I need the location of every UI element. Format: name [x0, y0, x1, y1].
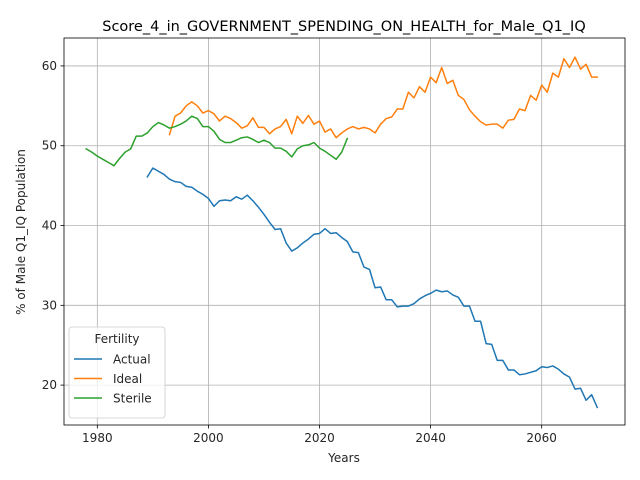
x-axis: 1980 2000 2020 2040 2060 [82, 425, 557, 445]
y-tick-label: 30 [42, 298, 57, 312]
y-tick-label: 20 [42, 378, 57, 392]
x-tick-label: 2060 [526, 431, 557, 445]
legend-entries: Actual Ideal Sterile [74, 353, 152, 406]
x-tick-label: 2040 [415, 431, 446, 445]
legend-title: Fertility [94, 332, 139, 346]
plot-frame [63, 37, 626, 426]
chart-title: Score_4_in_GOVERNMENT_SPENDING_ON_HEALTH… [102, 19, 586, 35]
y-axis: 20 30 40 50 60 [42, 59, 64, 392]
legend-entry-actual: Actual [74, 353, 151, 367]
series-line-ideal [168, 56, 598, 139]
series-line-sterile [85, 115, 349, 167]
x-axis-label: Years [327, 451, 360, 465]
x-tick-label: 2000 [193, 431, 224, 445]
legend-label: Ideal [113, 372, 142, 386]
legend-entry-sterile: Sterile [74, 392, 152, 406]
legend-entry-ideal: Ideal [74, 372, 142, 386]
series-line-actual [146, 167, 599, 409]
legend-label: Sterile [113, 392, 152, 406]
x-tick-label: 1980 [82, 431, 113, 445]
series-lines [85, 56, 599, 409]
y-tick-label: 40 [42, 219, 57, 233]
legend-label: Actual [113, 353, 151, 367]
legend-box [68, 326, 166, 419]
x-tick-label: 2020 [304, 431, 335, 445]
y-tick-label: 50 [42, 139, 57, 153]
legend: Fertility Actual Ideal Sterile [68, 326, 166, 419]
y-tick-label: 60 [42, 59, 57, 73]
y-axis-label: % of Male Q1_IQ Population [14, 149, 28, 315]
